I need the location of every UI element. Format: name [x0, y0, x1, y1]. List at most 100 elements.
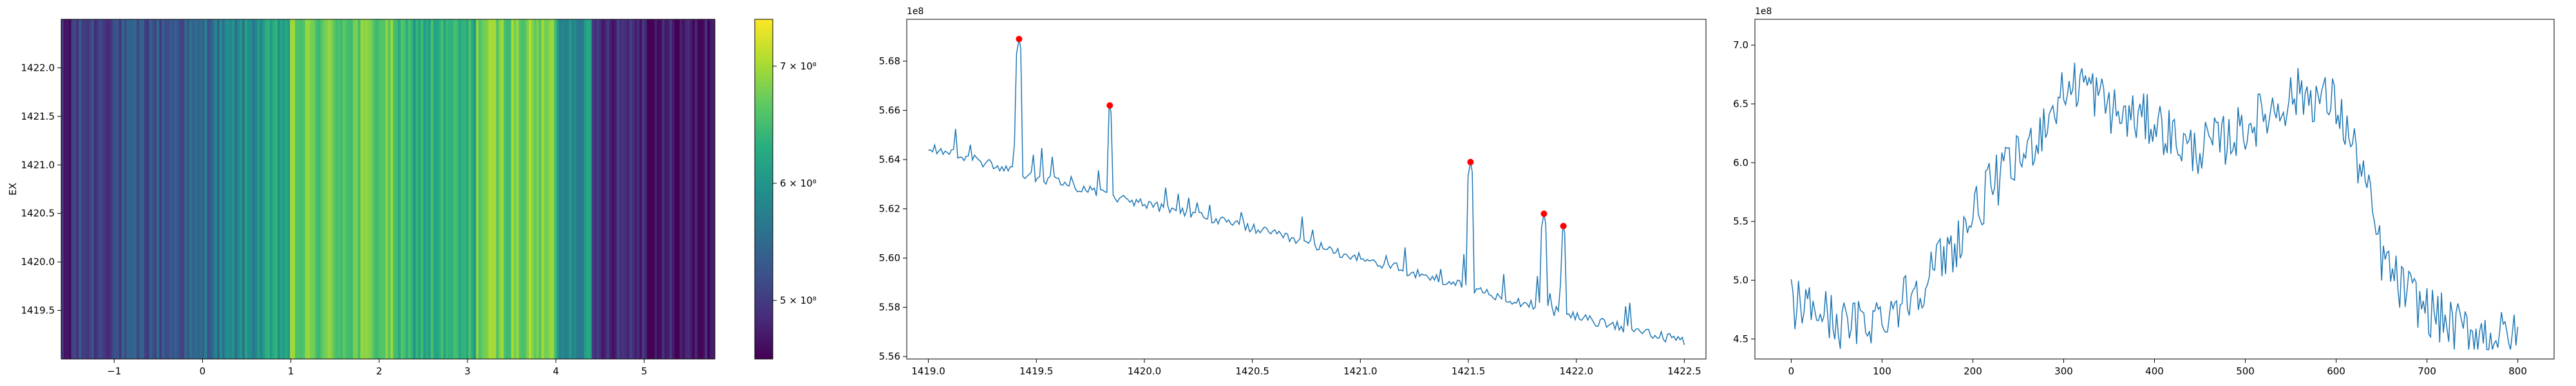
x-tick-label: 0 [200, 365, 206, 377]
heatmap-column [106, 19, 109, 359]
heatmap-column [118, 19, 122, 359]
heatmap-column [438, 19, 442, 359]
colorbar-tick-label: 6 × 10⁸ [780, 178, 817, 189]
heatmap-y-axis-label: EX [7, 183, 19, 196]
heatmap-column [209, 19, 213, 359]
heatmap-column [254, 19, 258, 359]
heatmap-column [554, 19, 557, 359]
heatmap-column [101, 19, 104, 359]
heatmap-column [285, 19, 288, 359]
y-tick-label: 6.0 [1733, 157, 1748, 169]
profile-offset-text: 1e8 [1755, 6, 1772, 17]
heatmap-column [124, 19, 128, 359]
heatmap-column [337, 19, 341, 359]
heatmap-column [156, 19, 160, 359]
heatmap-column [224, 19, 228, 359]
heatmap-column [192, 19, 195, 359]
heatmap-column [468, 19, 471, 359]
heatmap-column [325, 19, 328, 359]
heatmap-column [320, 19, 323, 359]
heatmap-column [257, 19, 261, 359]
heatmap-column [267, 19, 270, 359]
heatmap-column [687, 19, 690, 359]
heatmap-column [68, 19, 72, 359]
heatmap-column [229, 19, 233, 359]
heatmap-x-ticks: −1 0 1 2 3 4 5 [107, 359, 647, 377]
heatmap-column [463, 19, 467, 359]
heatmap-column [141, 19, 145, 359]
profile-series-line [1790, 62, 2519, 351]
heatmap-column [647, 19, 650, 359]
heatmap-column [460, 19, 464, 359]
y-tick-label: 5.66 [879, 105, 900, 116]
heatmap-column [624, 19, 627, 359]
heatmap-column [455, 19, 459, 359]
heatmap-column [86, 19, 90, 359]
heatmap-column [370, 19, 374, 359]
heatmap-column [694, 19, 698, 359]
heatmap-column [279, 19, 283, 359]
x-tick-label: 1419.5 [1019, 365, 1054, 377]
heatmap-column [184, 19, 187, 359]
heatmap-column [576, 19, 580, 359]
heatmap-column [423, 19, 426, 359]
heatmap-column [270, 19, 273, 359]
x-tick-label: 0 [1788, 365, 1795, 377]
heatmap-column [146, 19, 150, 359]
x-tick-label: 1422.0 [1560, 365, 1594, 377]
heatmap-column [104, 19, 107, 359]
heatmap-column [99, 19, 102, 359]
heatmap-column [88, 19, 92, 359]
heatmap-column [421, 19, 424, 359]
heatmap-column [343, 19, 346, 359]
heatmap-column [262, 19, 265, 359]
heatmap-column [408, 19, 412, 359]
y-tick-label: 5.56 [879, 351, 900, 362]
heatmap-column [282, 19, 286, 359]
x-tick-label: 1419.0 [911, 365, 945, 377]
y-tick-label: 1420.0 [21, 256, 55, 268]
heatmap-column [174, 19, 178, 359]
heatmap-column [634, 19, 638, 359]
x-tick-label: 200 [1964, 365, 1982, 377]
heatmap-column [641, 19, 645, 359]
heatmap-column [93, 19, 97, 359]
heatmap-column [207, 19, 210, 359]
heatmap-column [212, 19, 215, 359]
heatmap-column [692, 19, 696, 359]
heatmap-column [584, 19, 587, 359]
peak-marker [1540, 210, 1548, 217]
heatmap-column [549, 19, 552, 359]
heatmap-column [632, 19, 635, 359]
heatmap-column [295, 19, 298, 359]
heatmap-column [607, 19, 610, 359]
heatmap-column [290, 19, 293, 359]
heatmap-column [679, 19, 683, 359]
heatmap-column [111, 19, 115, 359]
heatmap-column [453, 19, 457, 359]
x-tick-label: 1421.0 [1343, 365, 1378, 377]
heatmap-column [511, 19, 515, 359]
heatmap-column [109, 19, 112, 359]
heatmap-column [569, 19, 573, 359]
heatmap-column [390, 19, 393, 359]
heatmap-column [501, 19, 504, 359]
heatmap-column [589, 19, 592, 359]
profile-y-ticks: 4.5 5.0 5.5 6.0 6.5 7.0 [1733, 39, 1755, 345]
heatmap-column [154, 19, 157, 359]
heatmap-column [405, 19, 409, 359]
heatmap-column [395, 19, 399, 359]
peaks-series-line [928, 39, 1685, 345]
heatmap-column [71, 19, 75, 359]
heatmap-column [471, 19, 474, 359]
x-tick-label: 1422.5 [1667, 365, 1701, 377]
heatmap-column [189, 19, 193, 359]
heatmap-column [330, 19, 334, 359]
heatmap-column [697, 19, 701, 359]
heatmap-column [63, 19, 67, 359]
heatmap-column [360, 19, 364, 359]
heatmap-column [649, 19, 653, 359]
heatmap-column [219, 19, 223, 359]
heatmap-column [377, 19, 381, 359]
heatmap-column [541, 19, 545, 359]
